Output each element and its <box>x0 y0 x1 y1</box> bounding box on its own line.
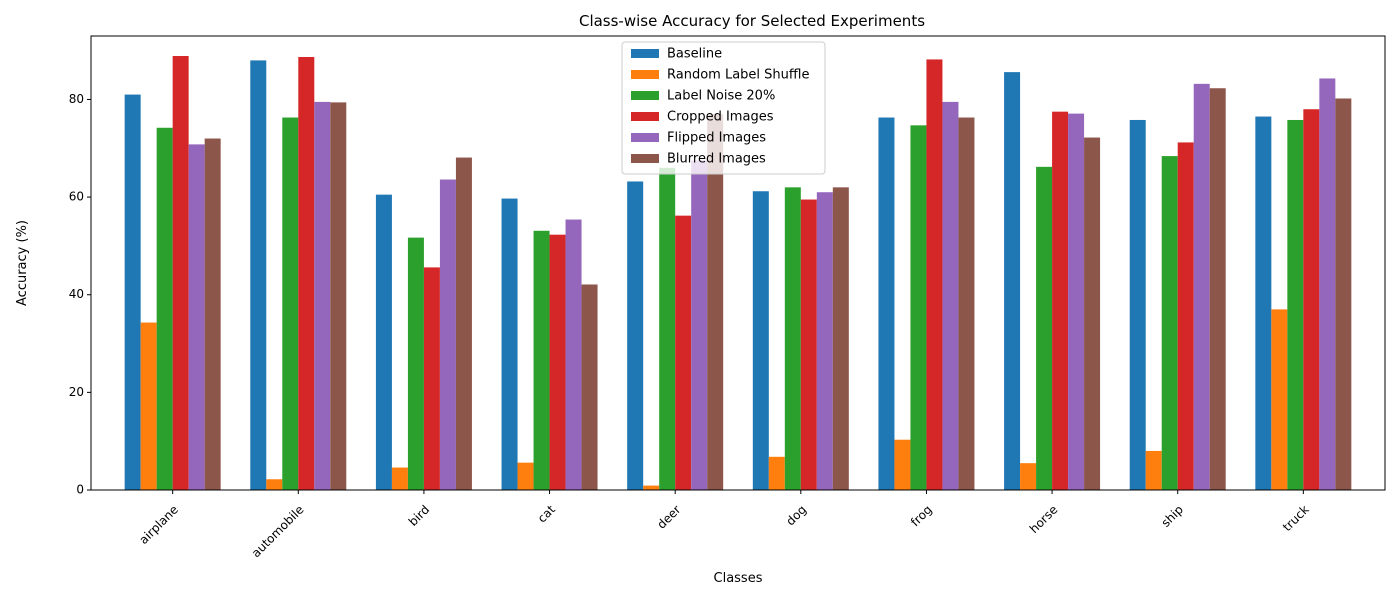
bar-cat-blurred-images <box>581 284 598 490</box>
bar-airplane-label-noise-20- <box>156 127 173 491</box>
legend-label: Cropped Images <box>667 110 774 125</box>
x-tick-label: bird <box>406 502 432 528</box>
bar-airplane-baseline <box>124 94 141 491</box>
y-tick-label: 20 <box>69 385 84 399</box>
bar-horse-cropped-images <box>1052 111 1069 491</box>
bar-horse-baseline <box>1004 72 1021 491</box>
bar-dog-blurred-images <box>832 187 849 491</box>
bar-deer-random-label-shuffle <box>643 485 660 490</box>
bar-frog-blurred-images <box>958 117 975 491</box>
x-axis-label: Classes <box>714 571 763 586</box>
bar-cat-cropped-images <box>549 234 566 490</box>
bar-airplane-flipped-images <box>188 144 205 490</box>
bar-automobile-blurred-images <box>330 102 347 491</box>
bar-bird-random-label-shuffle <box>391 467 408 490</box>
bar-dog-baseline <box>752 191 769 490</box>
bar-automobile-cropped-images <box>298 56 315 491</box>
bar-truck-flipped-images <box>1319 78 1336 490</box>
bar-airplane-cropped-images <box>172 56 189 491</box>
legend-label: Label Noise 20% <box>667 89 775 104</box>
bar-automobile-flipped-images <box>314 101 331 490</box>
bar-truck-blurred-images <box>1335 98 1352 490</box>
bar-deer-label-noise-20- <box>659 167 676 490</box>
legend-swatch <box>631 133 659 142</box>
bar-frog-flipped-images <box>942 101 959 490</box>
legend-label: Flipped Images <box>667 131 766 146</box>
bar-ship-blurred-images <box>1209 88 1226 490</box>
x-tick-label: truck <box>1280 502 1312 534</box>
bar-bird-cropped-images <box>423 267 440 490</box>
bar-cat-random-label-shuffle <box>517 462 534 490</box>
legend: Baseline Random Label Shuffle Label Noise … <box>621 41 826 175</box>
x-tick-label: automobile <box>249 502 307 560</box>
bar-ship-random-label-shuffle <box>1145 450 1162 490</box>
bars <box>124 56 1352 491</box>
bar-deer-cropped-images <box>675 215 692 490</box>
bar-automobile-random-label-shuffle <box>266 479 283 490</box>
legend-box <box>621 41 826 175</box>
y-tick-label: 80 <box>69 92 84 106</box>
legend-swatch <box>631 112 659 121</box>
bar-horse-blurred-images <box>1084 137 1101 490</box>
bar-deer-baseline <box>627 181 644 490</box>
bar-bird-flipped-images <box>439 179 456 490</box>
bar-horse-random-label-shuffle <box>1020 463 1037 490</box>
bar-deer-blurred-images <box>707 114 724 490</box>
bar-bird-baseline <box>375 194 392 490</box>
legend-label: Blurred Images <box>667 152 766 167</box>
bar-bird-blurred-images <box>455 157 472 490</box>
y-tick-label: 0 <box>76 483 84 497</box>
legend-label: Random Label Shuffle <box>667 68 809 83</box>
bar-airplane-blurred-images <box>204 138 221 491</box>
bar-horse-flipped-images <box>1068 113 1085 490</box>
x-tick-label: frog <box>908 502 935 529</box>
bar-truck-cropped-images <box>1303 109 1320 491</box>
bar-dog-label-noise-20- <box>784 187 801 491</box>
bar-airplane-random-label-shuffle <box>140 322 157 490</box>
y-tick-label: 40 <box>69 287 84 301</box>
bar-dog-cropped-images <box>800 199 817 490</box>
x-tick-label: cat <box>535 502 558 525</box>
bar-truck-baseline <box>1255 116 1272 490</box>
x-tick-label: ship <box>1159 502 1186 529</box>
bar-frog-label-noise-20- <box>910 125 927 491</box>
bar-frog-random-label-shuffle <box>894 439 911 490</box>
bar-automobile-label-noise-20- <box>282 117 299 491</box>
y-tick-label: 60 <box>69 190 84 204</box>
bar-deer-flipped-images <box>691 160 708 490</box>
legend-swatch <box>631 154 659 163</box>
y-axis-label: Accuracy (%) <box>15 220 30 306</box>
chart-title: Class-wise Accuracy for Selected Experim… <box>579 12 925 30</box>
legend-swatch <box>631 49 659 58</box>
legend-label: Baseline <box>667 47 722 62</box>
x-tick-label: airplane <box>137 502 181 546</box>
bar-cat-baseline <box>501 198 518 491</box>
bar-horse-label-noise-20- <box>1036 166 1053 490</box>
legend-swatch <box>631 91 659 100</box>
bar-dog-flipped-images <box>816 192 833 490</box>
plot-frame <box>90 35 1386 491</box>
bar-truck-random-label-shuffle <box>1271 309 1288 490</box>
bar-ship-flipped-images <box>1193 83 1210 491</box>
bar-cat-flipped-images <box>565 219 582 491</box>
x-tick-label: dog <box>783 502 809 528</box>
legend-swatch <box>631 70 659 79</box>
bar-cat-label-noise-20- <box>533 230 550 490</box>
x-tick-label: horse <box>1027 502 1061 536</box>
x-axis: airplane automobile bird cat deer dog frog hors… <box>137 490 1312 560</box>
x-tick-label: deer <box>654 502 683 531</box>
bar-bird-label-noise-20- <box>407 237 424 490</box>
bar-ship-baseline <box>1129 119 1146 491</box>
bar-frog-cropped-images <box>926 59 943 491</box>
bar-truck-label-noise-20- <box>1287 119 1304 491</box>
bar-ship-label-noise-20- <box>1161 156 1178 490</box>
bar-dog-random-label-shuffle <box>768 456 785 490</box>
bar-automobile-baseline <box>250 60 267 491</box>
bar-frog-baseline <box>878 117 895 491</box>
y-axis: 0 20 40 60 80 <box>69 92 91 497</box>
bar-ship-cropped-images <box>1177 142 1194 490</box>
